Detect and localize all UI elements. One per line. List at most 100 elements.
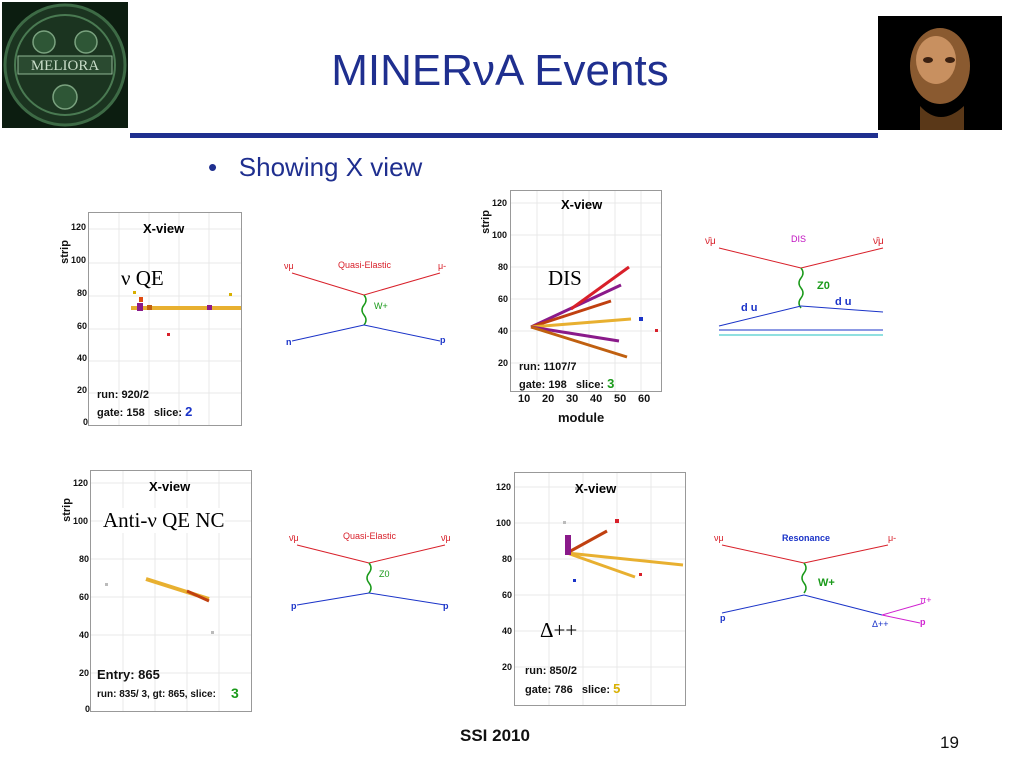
statue-head-logo bbox=[878, 16, 1002, 130]
outgoing-lepton-label: μ- bbox=[888, 533, 897, 543]
feynman-lines bbox=[721, 544, 925, 624]
bullet-text: Showing X view bbox=[238, 152, 423, 182]
feynman-lines bbox=[291, 272, 441, 342]
event-annotation: Anti-ν QE NC bbox=[103, 508, 225, 533]
y-tick: 20 bbox=[502, 662, 513, 672]
plot-title: X-view bbox=[561, 197, 603, 212]
slice-number: 5 bbox=[613, 681, 621, 696]
y-tick: 20 bbox=[79, 668, 90, 678]
run-label: run: 835/ 3, gt: 865, slice: bbox=[97, 689, 216, 700]
event-annotation: DIS bbox=[548, 266, 582, 290]
run-label: run: 920/2 bbox=[97, 389, 149, 401]
incoming-nucleon-label: p bbox=[720, 613, 726, 623]
feynman-diagram-resonance: Resonance νμ μ- W+ p Δ++ π+ p bbox=[712, 525, 942, 640]
y-tick: 60 bbox=[77, 321, 88, 331]
y-tick: 100 bbox=[492, 230, 508, 240]
bullet-point: • Showing X view bbox=[208, 152, 423, 182]
process-title: DIS bbox=[791, 234, 807, 244]
outgoing-lepton-label: μ- bbox=[438, 261, 447, 271]
event-display-nu-qe: X-view run: 920/2 gate: 158 slice: 2 str… bbox=[55, 210, 245, 430]
y-tick: 100 bbox=[496, 518, 512, 528]
outgoing-nucleon-label: p bbox=[440, 335, 446, 345]
plot-frame: X-view Entry: 865 run: 835/ 3, gt: 865, … bbox=[90, 470, 252, 712]
plot-title: X-view bbox=[143, 221, 185, 236]
quark-label-out: d u bbox=[835, 296, 852, 308]
plot-frame: X-view run: 920/2 gate: 158 slice: 2 bbox=[88, 212, 242, 426]
feynman-lines bbox=[296, 544, 446, 606]
slice-number: 2 bbox=[185, 404, 193, 419]
page-number: 19 bbox=[940, 733, 959, 752]
feynman-lines bbox=[718, 247, 884, 336]
y-tick: 20 bbox=[498, 358, 509, 368]
feynman-diagram-quasi-elastic: Quasi-Elastic νμ μ- W+ n p bbox=[280, 255, 460, 355]
slide-title: MINERνA Events bbox=[331, 46, 669, 95]
y-tick: 0 bbox=[85, 704, 91, 714]
y-axis-label: strip bbox=[60, 498, 73, 522]
y-tick: 20 bbox=[77, 385, 88, 395]
run-label: run: 850/2 bbox=[525, 665, 577, 677]
quark-label-in: d u bbox=[741, 302, 758, 314]
x-tick: 60 bbox=[638, 393, 651, 405]
boson-label: Z0 bbox=[817, 280, 830, 292]
outgoing-nucleon-label: p bbox=[443, 601, 449, 611]
incoming-neutrino-label: νμ bbox=[714, 533, 724, 543]
incoming-neutrino-label: ν̄μ bbox=[705, 236, 716, 247]
footer-text: SSI 2010 bbox=[460, 726, 530, 745]
gate-text: gate: 198 bbox=[519, 379, 567, 391]
outgoing-proton-label: p bbox=[920, 617, 926, 627]
x-tick: 20 bbox=[542, 393, 555, 405]
y-tick: 60 bbox=[502, 590, 513, 600]
event-display-dis: X-view run: 1107/7 gate: 198 slice: 3 st… bbox=[478, 188, 668, 428]
process-title: Resonance bbox=[782, 533, 831, 543]
y-tick: 80 bbox=[79, 554, 90, 564]
gate-label: gate: 158 slice: 2 bbox=[97, 404, 192, 419]
gate-text: gate: 158 bbox=[97, 407, 145, 419]
y-tick: 120 bbox=[71, 222, 87, 232]
y-axis-label: strip bbox=[58, 240, 71, 264]
outgoing-neutrino-label: ν̄μ bbox=[873, 236, 884, 247]
process-title: Quasi-Elastic bbox=[338, 260, 392, 270]
y-axis-label: strip bbox=[479, 210, 492, 234]
boson-label: W+ bbox=[374, 301, 388, 311]
slice-text: slice: bbox=[153, 407, 183, 419]
event-hits bbox=[515, 473, 685, 705]
slice-text: slice: bbox=[581, 684, 611, 696]
x-tick: 30 bbox=[566, 393, 579, 405]
y-tick: 60 bbox=[498, 294, 509, 304]
y-tick: 100 bbox=[71, 255, 87, 265]
pion-label: π+ bbox=[920, 595, 932, 605]
gate-text: gate: 786 bbox=[525, 684, 573, 696]
slice-number: 3 bbox=[231, 685, 239, 701]
y-tick: 120 bbox=[73, 478, 89, 488]
plot-title: X-view bbox=[575, 481, 617, 496]
university-seal-logo: MELIORA bbox=[2, 2, 128, 128]
slice-number: 3 bbox=[607, 376, 615, 391]
x-tick: 10 bbox=[518, 393, 531, 405]
y-tick: 80 bbox=[498, 262, 509, 272]
entry-label: Entry: 865 bbox=[97, 667, 160, 682]
event-display-delta: X-view run: 850/2 gate: 786 slice: 5 120… bbox=[478, 470, 688, 710]
y-tick: 40 bbox=[502, 626, 513, 636]
y-tick: 40 bbox=[79, 630, 90, 640]
event-annotation: Δ++ bbox=[540, 618, 578, 642]
run-label: run: 1107/7 bbox=[519, 361, 577, 373]
slice-text: slice: bbox=[575, 379, 605, 391]
y-tick: 80 bbox=[502, 554, 513, 564]
event-hits bbox=[511, 191, 661, 391]
gate-label: gate: 198 slice: 3 bbox=[519, 376, 614, 391]
event-annotation: ν QE bbox=[121, 266, 164, 290]
outgoing-neutrino-label: ν̄μ bbox=[441, 533, 451, 543]
x-tick: 50 bbox=[614, 393, 627, 405]
y-tick: 120 bbox=[496, 482, 512, 492]
title-underline bbox=[130, 133, 878, 138]
y-tick: 80 bbox=[77, 288, 88, 298]
y-tick: 120 bbox=[492, 198, 508, 208]
feynman-diagram-quasi-elastic-nc: Quasi-Elastic ν̄μ ν̄μ Z0 p p bbox=[285, 525, 465, 625]
incoming-neutrino-label: νμ bbox=[284, 261, 294, 271]
y-tick: 0 bbox=[83, 417, 89, 427]
plot-frame: X-view run: 1107/7 gate: 198 slice: 3 bbox=[510, 190, 662, 392]
x-tick: 40 bbox=[590, 393, 603, 405]
incoming-neutrino-label: ν̄μ bbox=[289, 533, 299, 543]
plot-title: X-view bbox=[149, 479, 191, 494]
y-tick: 60 bbox=[79, 592, 90, 602]
